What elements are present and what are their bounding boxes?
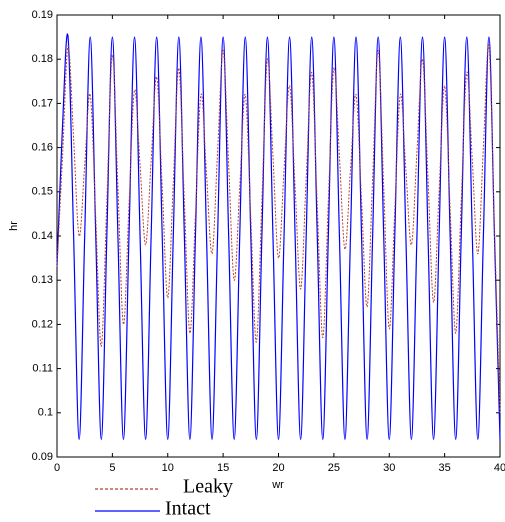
- x-tick-label: 10: [162, 462, 174, 474]
- x-tick-label: 25: [328, 462, 340, 474]
- x-tick-label: 0: [54, 462, 60, 474]
- x-tick-label: 40: [494, 462, 505, 474]
- y-tick-label: 0.1: [38, 407, 53, 419]
- x-tick-label: 35: [439, 462, 451, 474]
- legend-label: Leaky: [183, 476, 233, 498]
- y-tick-label: 0.09: [32, 451, 53, 463]
- x-tick-label: 30: [383, 462, 395, 474]
- legend-label: Intact: [165, 498, 211, 520]
- x-tick-label: 5: [109, 462, 115, 474]
- y-tick-label: 0.14: [32, 230, 53, 242]
- line-series: [56, 43, 501, 413]
- y-tick-label: 0.16: [32, 142, 53, 154]
- y-tick-label: 0.15: [32, 186, 53, 198]
- y-tick-label: 0.11: [32, 363, 53, 375]
- plot-frame: [56, 14, 501, 458]
- y-tick-label: 0.19: [32, 9, 53, 21]
- line-series: [56, 33, 501, 440]
- x-axis-label: wr: [271, 479, 284, 491]
- y-axis-label: hr: [8, 221, 20, 231]
- y-tick-label: 0.17: [32, 97, 53, 109]
- x-tick-label: 20: [272, 462, 284, 474]
- y-tick-label: 0.12: [32, 318, 53, 330]
- x-tick-label: 15: [217, 462, 229, 474]
- y-tick-label: 0.13: [32, 274, 53, 286]
- y-tick-label: 0.18: [32, 53, 53, 65]
